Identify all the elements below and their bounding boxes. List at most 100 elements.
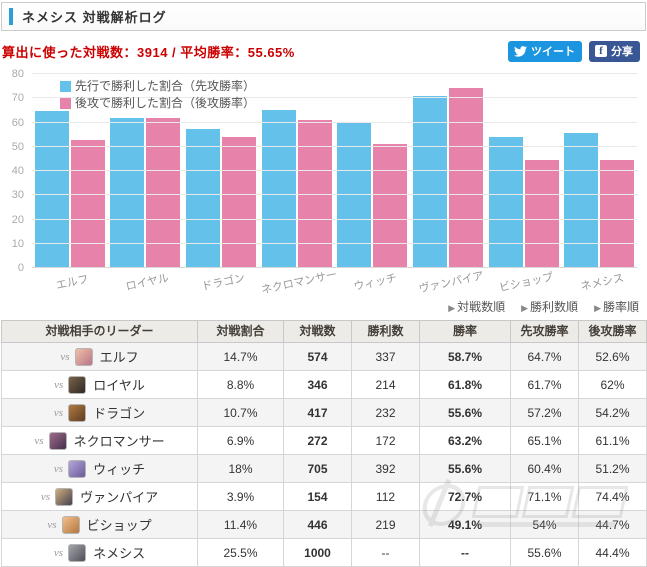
sort-arrow-icon: ▶ (594, 303, 601, 313)
bar-group (32, 74, 108, 268)
bar-first-winrate (488, 137, 523, 268)
vs-label: vs (47, 518, 57, 531)
column-header: 勝率 (419, 320, 511, 343)
leader-cell: vs エルフ (1, 342, 198, 371)
cell-first-winrate: 57.2% (510, 398, 579, 427)
tweet-button[interactable]: ツイート (508, 41, 582, 62)
bar-second-winrate (448, 87, 483, 268)
chart-y-axis: 0 10 20 30 40 50 60 70 80 (2, 68, 28, 274)
cell-win-count: 112 (351, 482, 420, 511)
cell-win-count: 214 (351, 370, 420, 399)
cell-battle-count: 446 (283, 510, 352, 539)
cell-second-winrate: 52.6% (578, 342, 647, 371)
cell-win-count: 219 (351, 510, 420, 539)
cell-win-rate: 63.2% (419, 426, 511, 455)
cell-battle-count: 154 (283, 482, 352, 511)
legend-swatch (60, 98, 71, 109)
vs-label: vs (53, 406, 64, 419)
twitter-bird-icon (514, 45, 527, 57)
sort-link-1[interactable]: ▶ 勝利数順 (521, 300, 578, 314)
column-header: 勝利数 (351, 320, 420, 343)
leader-name: ネメシス (93, 546, 146, 561)
cell-win-rate: 72.7% (419, 482, 511, 511)
leader-name: ドラゴン (93, 406, 146, 421)
bar-first-winrate (564, 133, 599, 268)
bar-first-winrate (186, 129, 221, 268)
cell-second-winrate: 54.2% (578, 398, 647, 427)
bar-first-winrate (412, 95, 447, 268)
leader-avatar (68, 459, 87, 478)
y-tick-label: 50 (11, 140, 24, 153)
legend-label: 後攻で勝利した割合（後攻勝率） (75, 96, 256, 110)
leader-avatar (74, 347, 93, 366)
sort-link-0[interactable]: ▶ 対戦数順 (448, 300, 505, 314)
bar-second-winrate (70, 140, 105, 268)
table-row: vs ヴァンパイア 3.9% 154 112 72.7% 71.1% 74.4% (1, 482, 647, 511)
leader-avatar (48, 431, 67, 450)
leader-cell: vs ビショップ (1, 510, 198, 539)
bar-group (183, 74, 259, 268)
cell-battle-ratio: 25.5% (197, 538, 284, 567)
leader-cell: vs ドラゴン (1, 398, 198, 427)
y-tick-label: 80 (11, 68, 24, 80)
cell-win-rate: 58.7% (419, 342, 511, 371)
legend-swatch (60, 81, 71, 92)
leader-avatar (61, 515, 80, 534)
table-body: vs エルフ 14.7% 574 337 58.7% 64.7% 52.6% vs ロイヤル 8.8… (1, 342, 647, 567)
bar-first-winrate (110, 118, 145, 268)
cell-second-winrate: 51.2% (578, 454, 647, 483)
column-header: 対戦数 (283, 320, 352, 343)
cell-second-winrate: 44.7% (578, 510, 647, 539)
table-header-row: 対戦相手のリーダー 対戦割合 対戦数 勝利数 勝率 先攻勝率 後攻勝率 (1, 320, 647, 343)
table-row: vs ドラゴン 10.7% 417 232 55.6% 57.2% 54.2% (1, 398, 647, 427)
table-row: vs ビショップ 11.4% 446 219 49.1% 54% 44.7% (1, 510, 647, 539)
cell-battle-ratio: 6.9% (197, 426, 284, 455)
cell-battle-ratio: 10.7% (197, 398, 284, 427)
winrate-bar-chart: 0 10 20 30 40 50 60 70 80 エルフ ロイヤル ドラゴン ネクロマンサー ウィッチ… (2, 68, 645, 297)
bar-second-winrate (146, 117, 181, 268)
cell-win-count: 392 (351, 454, 420, 483)
table-row: vs ネメシス 25.5% 1000 -- -- 55.6% 44.4% (1, 538, 647, 567)
cell-battle-count: 1000 (283, 538, 352, 567)
cell-first-winrate: 54% (510, 510, 579, 539)
cell-second-winrate: 61.1% (578, 426, 647, 455)
cell-second-winrate: 74.4% (578, 482, 647, 511)
leader-avatar (68, 403, 87, 422)
bar-second-winrate (222, 136, 257, 268)
facebook-share-button[interactable]: f 分享 (589, 41, 640, 62)
leader-cell: vs ロイヤル (1, 370, 198, 399)
legend-item: 後攻で勝利した割合（後攻勝率） (60, 95, 255, 112)
bar-group (561, 74, 637, 268)
column-header: 後攻勝率 (578, 320, 647, 343)
sort-link-label: 勝利数順 (530, 300, 579, 314)
vs-label: vs (34, 434, 44, 447)
table-row: vs ウィッチ 18% 705 392 55.6% 60.4% 51.2% (1, 454, 647, 483)
leader-avatar (68, 375, 87, 394)
y-tick-label: 0 (17, 262, 24, 274)
legend-label: 先行で勝利した割合（先攻勝率） (75, 79, 256, 93)
sort-link-label: 対戦数順 (457, 300, 506, 314)
leader-name: ウィッチ (93, 462, 146, 477)
bar-second-winrate (600, 160, 635, 268)
cell-second-winrate: 44.4% (578, 538, 647, 567)
leader-name: ロイヤル (93, 378, 145, 393)
leader-name: エルフ (99, 350, 139, 365)
bar-group (335, 74, 411, 268)
sort-arrow-icon: ▶ (521, 303, 529, 313)
vs-label: vs (53, 462, 64, 475)
bar-first-winrate (261, 110, 296, 268)
page-title-bar: ネメシス 対戦解析ログ (1, 2, 646, 31)
vs-label: vs (40, 490, 51, 503)
leader-name: ヴァンパイア (80, 490, 159, 505)
sort-link-2[interactable]: ▶ 勝率順 (594, 300, 639, 314)
legend-item: 先行で勝利した割合（先攻勝率） (60, 78, 255, 95)
cell-win-rate: 55.6% (419, 398, 511, 427)
cell-win-count: -- (351, 538, 420, 567)
leader-cell: vs ヴァンパイア (1, 482, 198, 511)
cell-battle-ratio: 11.4% (197, 510, 284, 539)
vs-label: vs (53, 546, 64, 559)
cell-win-rate: -- (419, 538, 511, 567)
cell-first-winrate: 71.1% (510, 482, 579, 511)
cell-battle-ratio: 3.9% (197, 482, 284, 511)
cell-first-winrate: 60.4% (510, 454, 579, 483)
